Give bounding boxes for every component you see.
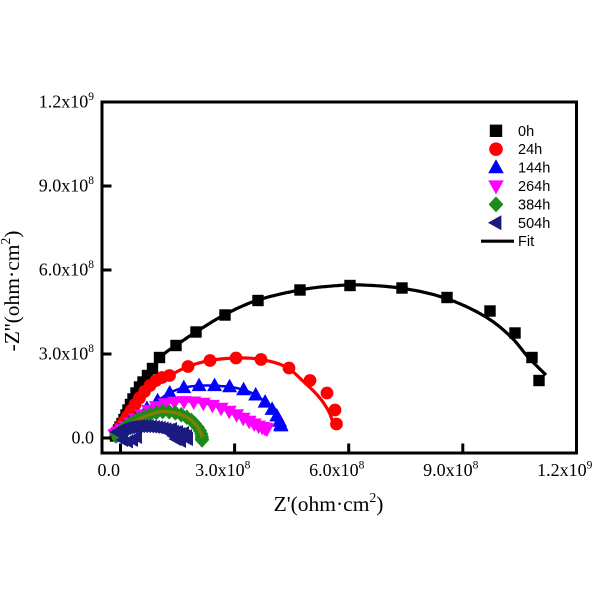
svg-text:9.0x108: 9.0x108 [39, 175, 95, 196]
svg-text:-Z''(ohm·cm2): -Z''(ohm·cm2) [0, 231, 24, 352]
svg-text:3.0x108: 3.0x108 [195, 460, 250, 481]
svg-text:Z'(ohm·cm2): Z'(ohm·cm2) [274, 490, 384, 516]
svg-text:1.2x109: 1.2x109 [39, 91, 95, 112]
svg-text:0h: 0h [518, 124, 534, 140]
svg-text:384h: 384h [518, 197, 550, 213]
svg-text:24h: 24h [518, 142, 542, 158]
svg-text:504h: 504h [518, 216, 550, 232]
svg-text:3.0x108: 3.0x108 [39, 343, 95, 364]
svg-text:6.0x108: 6.0x108 [39, 259, 95, 280]
svg-text:6.0x108: 6.0x108 [309, 460, 365, 481]
svg-text:Fit: Fit [518, 234, 534, 250]
svg-text:9.0x108: 9.0x108 [423, 460, 479, 481]
svg-text:264h: 264h [518, 179, 550, 195]
svg-text:144h: 144h [518, 161, 550, 177]
svg-text:0.0: 0.0 [72, 428, 95, 448]
svg-text:1.2x109: 1.2x109 [537, 460, 593, 481]
svg-text:0.0: 0.0 [98, 460, 121, 480]
